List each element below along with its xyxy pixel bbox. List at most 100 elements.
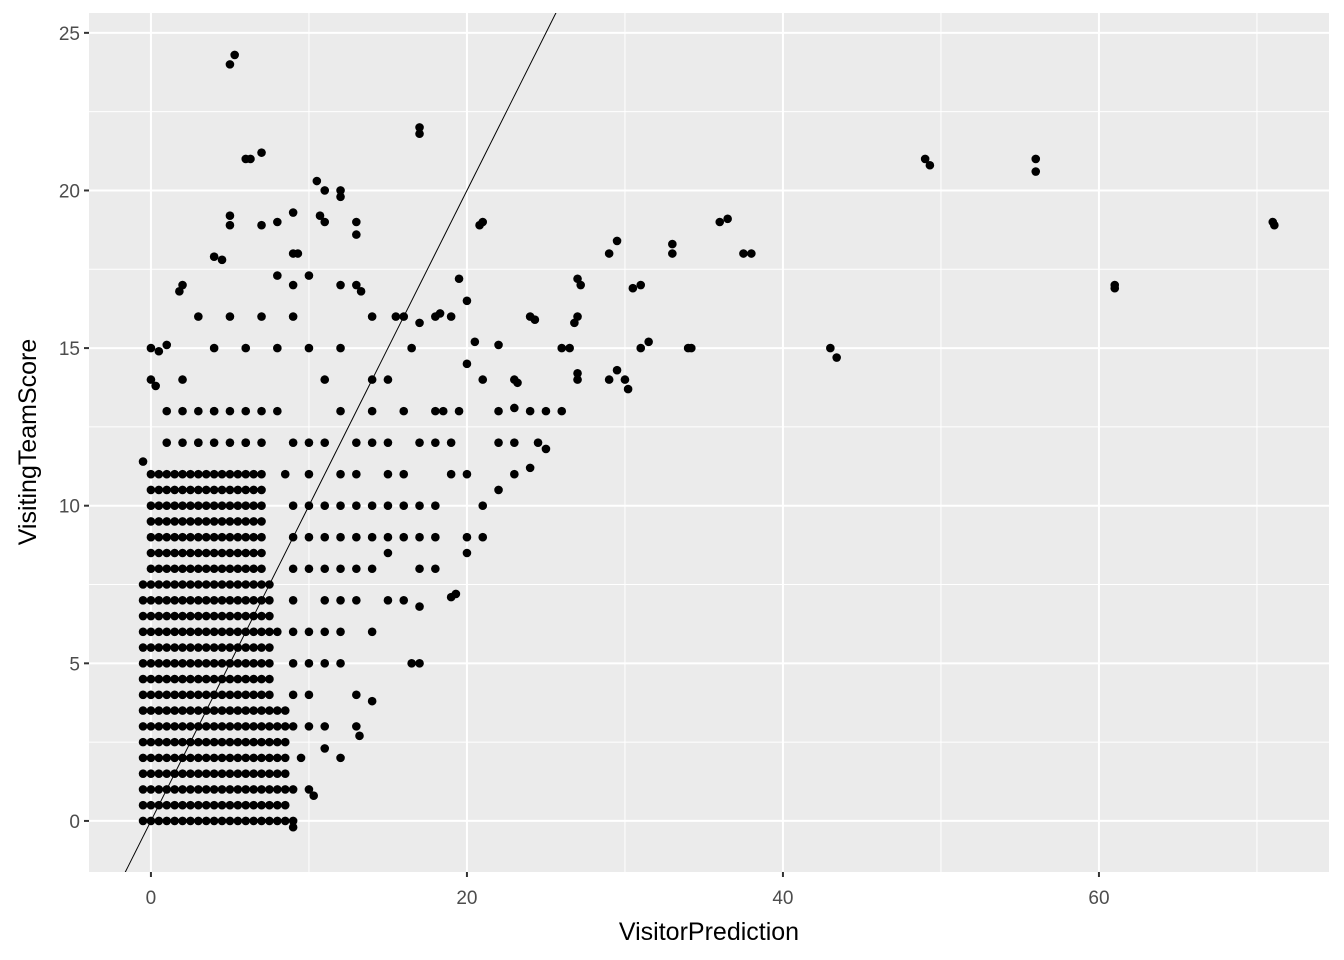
point xyxy=(257,737,266,747)
point xyxy=(194,674,203,684)
point xyxy=(209,469,219,479)
point xyxy=(154,469,164,479)
point xyxy=(288,816,298,826)
point xyxy=(217,800,227,810)
point xyxy=(249,690,258,700)
point xyxy=(336,186,345,195)
point xyxy=(320,217,330,227)
point xyxy=(233,532,243,542)
point xyxy=(162,485,172,495)
point xyxy=(138,659,148,668)
point xyxy=(399,469,409,479)
point xyxy=(217,737,227,747)
point xyxy=(217,517,227,526)
point xyxy=(178,611,187,621)
point xyxy=(241,816,251,826)
point xyxy=(225,548,235,558)
point xyxy=(186,627,195,637)
point xyxy=(186,532,195,542)
point xyxy=(407,659,416,668)
point xyxy=(715,217,725,227)
point xyxy=(478,501,488,511)
point xyxy=(217,595,227,605)
point xyxy=(146,532,156,542)
point xyxy=(233,659,243,668)
point xyxy=(194,485,203,495)
point xyxy=(273,343,282,353)
point xyxy=(336,564,345,574)
point xyxy=(415,659,424,668)
point xyxy=(146,627,156,637)
point xyxy=(446,312,456,321)
point xyxy=(217,501,227,511)
point xyxy=(233,706,243,715)
point xyxy=(154,659,164,668)
point xyxy=(367,696,377,706)
point xyxy=(209,343,219,353)
point xyxy=(209,532,219,542)
point xyxy=(178,469,187,479)
point xyxy=(257,220,266,230)
point xyxy=(225,580,235,589)
point xyxy=(194,595,203,605)
point xyxy=(154,769,164,778)
point xyxy=(280,737,290,747)
point xyxy=(241,438,251,447)
point xyxy=(194,517,203,526)
point xyxy=(233,485,243,495)
point xyxy=(217,690,227,700)
point xyxy=(257,659,266,668)
point xyxy=(201,501,211,511)
point xyxy=(194,532,203,542)
point xyxy=(265,737,274,747)
point xyxy=(138,580,148,589)
point xyxy=(162,340,172,350)
point xyxy=(233,674,243,684)
point xyxy=(170,469,179,479)
point xyxy=(201,753,211,763)
point xyxy=(154,548,164,558)
point xyxy=(154,485,164,495)
point xyxy=(178,737,187,747)
point xyxy=(154,346,164,356)
point xyxy=(257,690,266,700)
point xyxy=(399,501,409,511)
point xyxy=(431,406,440,416)
point xyxy=(1270,220,1279,230)
point xyxy=(454,274,464,284)
point xyxy=(438,406,448,416)
point xyxy=(178,800,187,810)
point xyxy=(201,674,211,684)
point xyxy=(170,564,179,574)
point xyxy=(288,690,298,700)
point xyxy=(383,548,393,558)
y-tick-label: 5 xyxy=(69,654,80,675)
point xyxy=(241,564,251,574)
point xyxy=(273,406,282,416)
point xyxy=(510,438,519,447)
point xyxy=(304,438,314,447)
point xyxy=(304,722,314,731)
point xyxy=(336,659,345,668)
y-tick-label: 0 xyxy=(69,812,80,833)
point xyxy=(225,564,235,574)
point xyxy=(162,406,172,416)
point xyxy=(565,343,574,353)
point xyxy=(178,501,187,511)
point xyxy=(604,249,614,258)
point xyxy=(273,800,282,810)
point xyxy=(249,753,258,763)
point xyxy=(170,785,179,794)
point xyxy=(462,548,472,558)
point xyxy=(170,753,179,763)
point xyxy=(217,769,227,778)
point xyxy=(352,722,361,731)
point xyxy=(225,753,235,763)
point xyxy=(462,359,472,369)
point xyxy=(249,485,258,495)
point xyxy=(217,659,227,668)
point xyxy=(257,722,266,731)
point xyxy=(530,315,540,325)
point xyxy=(138,722,148,731)
point xyxy=(241,580,251,589)
